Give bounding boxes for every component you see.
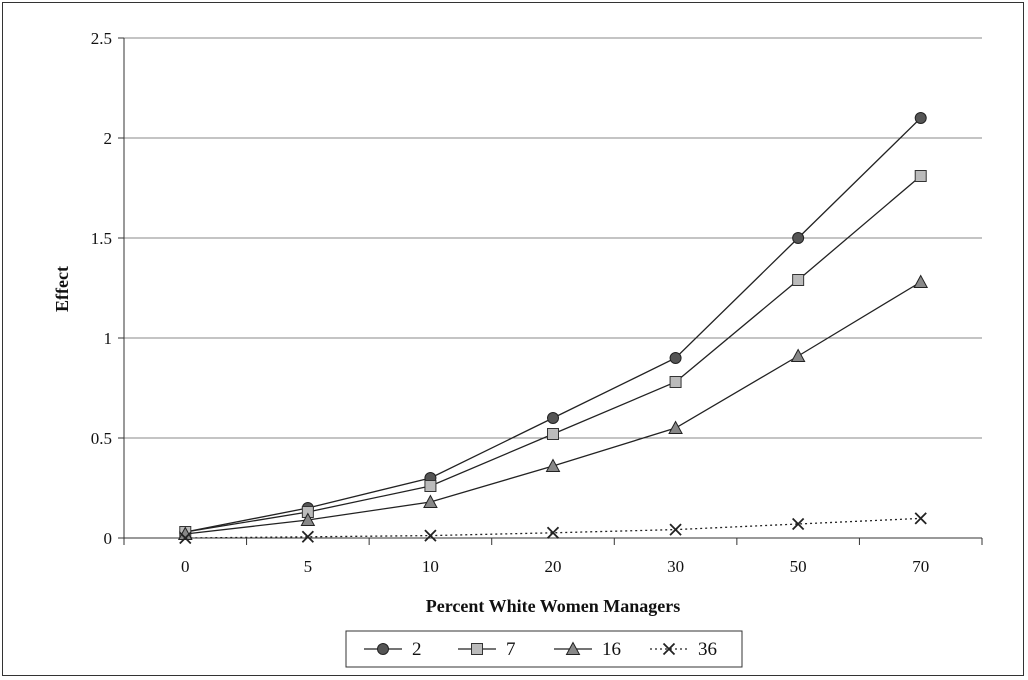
legend-item-36: 36 xyxy=(650,639,717,660)
series-16-point xyxy=(913,274,929,288)
series-7-point xyxy=(669,376,682,388)
legend-label: 36 xyxy=(698,639,717,660)
series-16-point xyxy=(300,512,316,526)
legend-box xyxy=(345,630,743,668)
series-16-point xyxy=(790,348,806,362)
legend-item-2: 2 xyxy=(364,639,422,660)
series-7-point xyxy=(547,428,559,440)
legend: 2 7 16 36 xyxy=(345,630,743,668)
series-36-point xyxy=(669,523,682,536)
legend-swatch-marker xyxy=(471,643,483,655)
series-36-point xyxy=(792,517,805,531)
x-tick-label: 20 xyxy=(545,557,562,576)
series-group xyxy=(177,112,929,545)
series-16-point xyxy=(423,494,438,508)
x-tick-labels: 0 5 10 20 30 50 70 xyxy=(181,557,929,576)
series-2-point xyxy=(792,232,805,244)
legend-item-7: 7 xyxy=(458,639,516,660)
x-tick-label: 70 xyxy=(912,557,929,576)
series-16-point xyxy=(668,420,683,434)
series-36-point xyxy=(914,512,927,525)
series-36-point xyxy=(301,530,314,543)
series-36-point xyxy=(179,531,192,545)
series-7 xyxy=(179,170,927,538)
y-tick-label: 2.5 xyxy=(91,29,112,48)
y-axis-title: Effect xyxy=(52,266,72,312)
series-7-point xyxy=(424,480,437,492)
y-tick-label: 1.5 xyxy=(91,229,112,248)
series-7-line xyxy=(185,175,922,533)
gridlines xyxy=(124,37,982,439)
series-36-point xyxy=(424,529,437,542)
legend-label: 16 xyxy=(602,639,621,660)
series-16 xyxy=(177,274,929,540)
legend-label: 7 xyxy=(506,639,516,660)
series-16-point xyxy=(545,458,561,472)
series-2-point xyxy=(914,112,927,124)
y-tick-label: 2 xyxy=(104,129,113,148)
series-36-point xyxy=(546,526,560,539)
y-tick-label: 0.5 xyxy=(91,429,112,448)
legend-item-16: 16 xyxy=(554,639,621,660)
series-2-point xyxy=(547,412,559,424)
legend-label: 2 xyxy=(412,639,422,660)
series-2 xyxy=(179,112,927,538)
y-tick-labels: 0 0.5 1 1.5 2 2.5 xyxy=(91,29,112,548)
x-tick-label: 10 xyxy=(422,557,439,576)
series-36 xyxy=(179,512,927,545)
legend-swatch-marker xyxy=(662,642,676,656)
legend-swatch-marker xyxy=(565,641,581,655)
series-7-point xyxy=(792,274,805,286)
x-axis-title: Percent White Women Managers xyxy=(426,596,680,616)
x-tick-label: 50 xyxy=(790,557,807,576)
legend-swatch-marker xyxy=(377,643,389,655)
x-tick-label: 0 xyxy=(181,557,190,576)
series-2-point xyxy=(669,352,682,364)
series-16-line xyxy=(185,281,922,535)
x-tick-label: 5 xyxy=(304,557,313,576)
x-tick-label: 30 xyxy=(667,557,684,576)
series-7-point xyxy=(914,170,927,182)
y-tick-label: 1 xyxy=(104,329,113,348)
axes xyxy=(118,37,983,545)
y-tick-label: 0 xyxy=(104,529,113,548)
